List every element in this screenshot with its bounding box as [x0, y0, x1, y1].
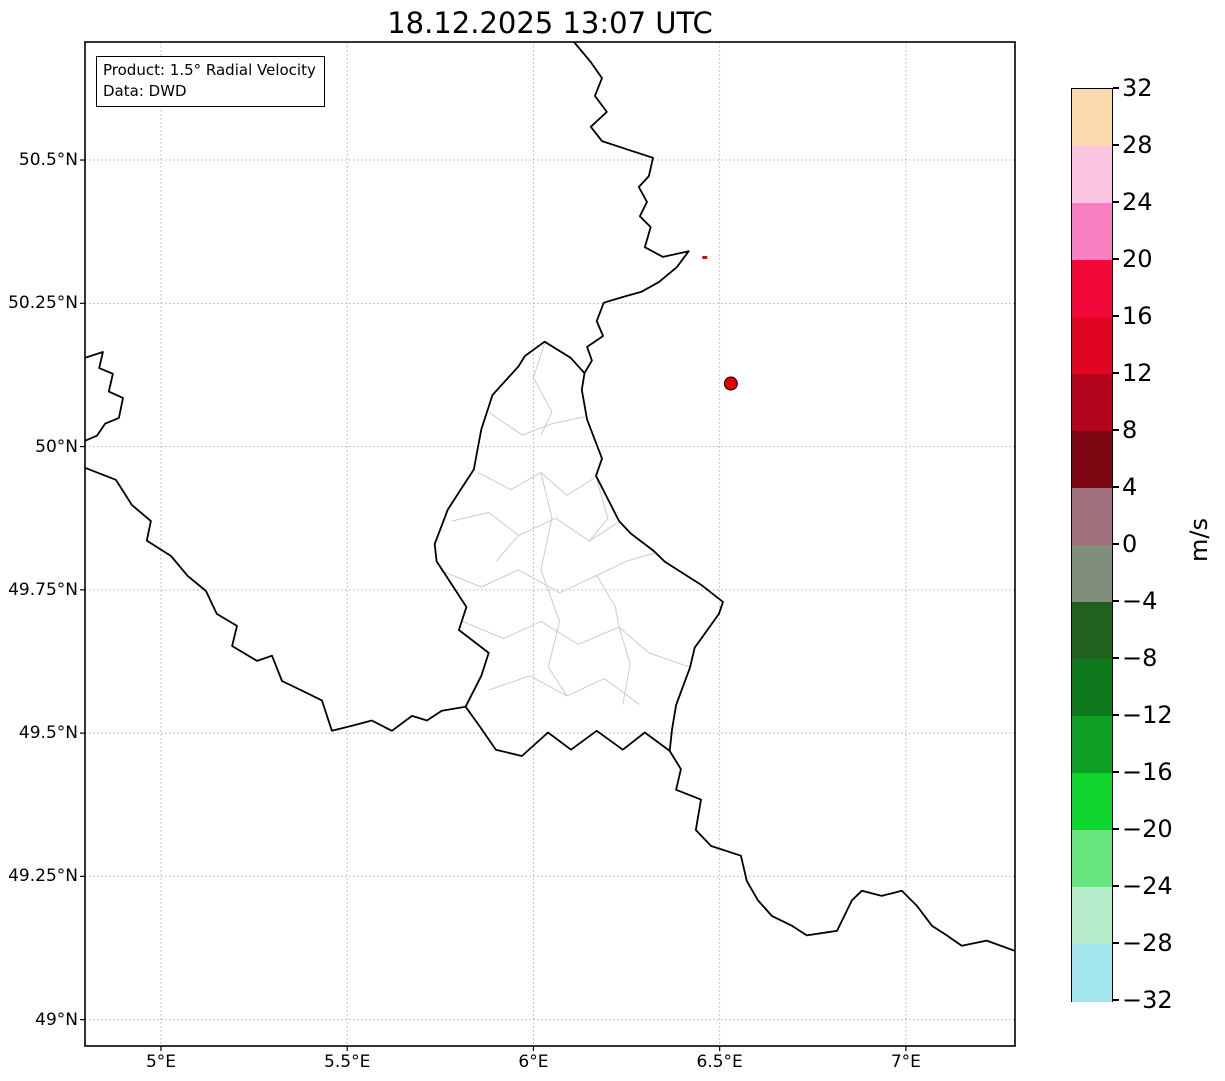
x-tick-label: 6.5°E	[696, 1052, 743, 1072]
y-tick-label: 49.5°N	[18, 723, 78, 744]
colorbar-tick	[1113, 828, 1119, 830]
country-border	[668, 750, 1015, 952]
colorbar-tick-label: 0	[1122, 530, 1138, 558]
plot-title: 18.12.2025 13:07 UTC	[387, 6, 713, 40]
colorbar-tick	[1113, 144, 1119, 146]
y-tick-label: 49.75°N	[8, 579, 78, 600]
colorbar-tick	[1113, 600, 1119, 602]
colorbar-tick	[1113, 372, 1119, 374]
map-plot-area	[85, 42, 1015, 1046]
data-source-label: Data: DWD	[103, 82, 187, 100]
colorbar-tick-label: 4	[1122, 473, 1138, 501]
colorbar-tick	[1113, 315, 1119, 317]
colorbar-tick-label: −16	[1122, 758, 1173, 786]
district-border	[462, 620, 691, 668]
colorbar-tick-label: −4	[1122, 587, 1158, 615]
colorbar-tick	[1113, 87, 1119, 89]
colorbar-tick	[1113, 429, 1119, 431]
colorbar-tick-label: −32	[1122, 986, 1173, 1014]
plot-frame	[84, 41, 1016, 1047]
colorbar-segment	[1072, 317, 1112, 375]
colorbar-tick-label: −20	[1122, 815, 1173, 843]
colorbar-tick-label: −28	[1122, 929, 1173, 957]
colorbar-segment	[1072, 602, 1112, 660]
radar-site-marker	[723, 376, 738, 391]
district-border	[532, 343, 553, 436]
x-tick-label: 5.5°E	[324, 1052, 371, 1072]
country-border	[85, 351, 124, 442]
district-border	[495, 535, 519, 562]
colorbar-tick-label: −12	[1122, 701, 1173, 729]
colorbar-segment	[1072, 374, 1112, 432]
colorbar-segment	[1072, 203, 1112, 261]
country-border	[433, 340, 724, 757]
colorbar-tick-label: −8	[1122, 644, 1158, 672]
colorbar-segment	[1072, 716, 1112, 774]
district-border	[451, 512, 619, 542]
colorbar	[1071, 88, 1113, 1002]
colorbar-tick	[1113, 201, 1119, 203]
product-label: Product: 1.5° Radial Velocity	[103, 61, 316, 79]
district-border	[488, 411, 585, 436]
colorbar-tick-label: −24	[1122, 872, 1173, 900]
country-border	[573, 42, 690, 375]
colorbar-tick-label: 24	[1122, 188, 1153, 216]
y-tick-label: 50.25°N	[8, 293, 78, 314]
x-tick-label: 6°E	[518, 1052, 549, 1072]
colorbar-tick	[1113, 885, 1119, 887]
colorbar-tick-label: 8	[1122, 416, 1138, 444]
colorbar-segment	[1072, 431, 1112, 489]
product-info-box: Product: 1.5° Radial Velocity Data: DWD	[96, 56, 325, 107]
colorbar-tick	[1113, 714, 1119, 716]
district-border	[440, 552, 657, 594]
colorbar-segment	[1072, 830, 1112, 888]
colorbar-tick-label: 32	[1122, 74, 1153, 102]
colorbar-tick-label: 28	[1122, 131, 1153, 159]
y-tick-label: 49.25°N	[8, 866, 78, 887]
y-tick-label: 49°N	[35, 1009, 78, 1030]
y-tick-label: 50°N	[35, 436, 78, 457]
colorbar-segment	[1072, 545, 1112, 603]
colorbar-tick	[1113, 258, 1119, 260]
colorbar-segment	[1072, 488, 1112, 546]
district-border	[477, 471, 597, 496]
colorbar-segment	[1072, 659, 1112, 717]
x-tick-label: 5°E	[145, 1052, 176, 1072]
colorbar-tick-label: 12	[1122, 359, 1153, 387]
velocity-echo-pixel	[702, 255, 708, 259]
colorbar-segment	[1072, 944, 1112, 1002]
district-border	[540, 472, 568, 697]
country-border	[85, 466, 467, 732]
colorbar-tick-label: 16	[1122, 302, 1153, 330]
colorbar-tick	[1113, 543, 1119, 545]
y-tick-label: 50.5°N	[18, 150, 78, 171]
colorbar-tick	[1113, 657, 1119, 659]
x-tick-label: 7°E	[890, 1052, 921, 1072]
colorbar-unit-label: m/s	[1185, 518, 1213, 562]
district-border	[596, 575, 631, 705]
colorbar-tick-label: 20	[1122, 245, 1153, 273]
colorbar-segment	[1072, 146, 1112, 204]
district-border	[488, 675, 640, 705]
colorbar-segment	[1072, 89, 1112, 147]
colorbar-tick	[1113, 771, 1119, 773]
colorbar-segment	[1072, 260, 1112, 318]
district-border	[588, 476, 609, 542]
colorbar-tick	[1113, 999, 1119, 1001]
colorbar-segment	[1072, 887, 1112, 945]
colorbar-segment	[1072, 773, 1112, 831]
colorbar-tick	[1113, 486, 1119, 488]
colorbar-tick	[1113, 942, 1119, 944]
